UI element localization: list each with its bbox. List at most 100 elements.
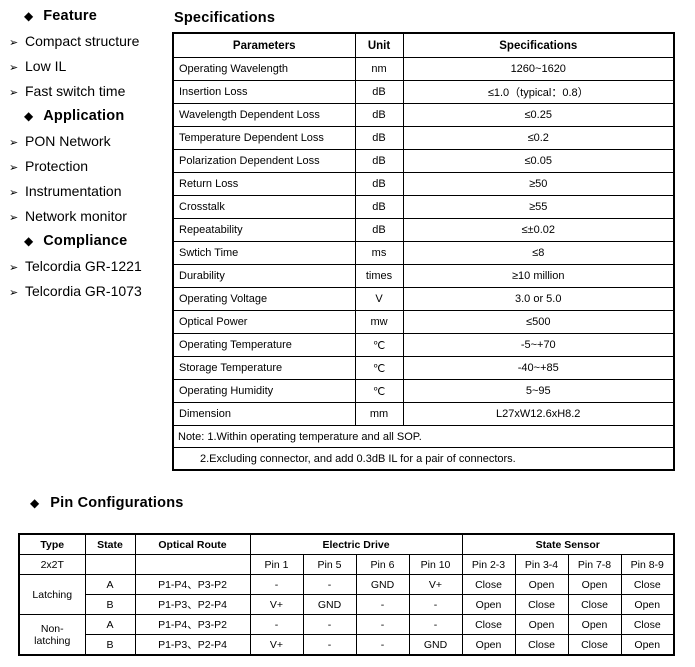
table-row: Operating Temperature ℃ -5~+70 (172, 333, 675, 357)
column-header-pin-7-8: Pin 7-8 (567, 554, 622, 575)
arrow-bullet-icon: ➢ (9, 37, 19, 49)
cell-drive-pin-6: - (355, 594, 410, 615)
diamond-icon: ◆ (24, 109, 34, 123)
table-row: Storage Temperature ℃ -40~+85 (172, 356, 675, 380)
cell-unit: ms (354, 241, 404, 265)
table-row: Operating Humidity ℃ 5~95 (172, 379, 675, 403)
table-header-row: Type State Optical Route Electric Drive … (18, 533, 675, 555)
cell-unit: dB (354, 126, 404, 150)
column-header-optical-route: Optical Route (134, 533, 251, 555)
cell-parameter: Operating Wavelength (172, 57, 356, 81)
cell-value: L27xW12.6xH8.2 (402, 402, 675, 426)
diamond-icon: ◆ (24, 234, 34, 248)
list-item: ➢ Fast switch time (0, 83, 168, 99)
column-header-pin-10: Pin 10 (408, 554, 463, 575)
list-item-label: Telcordia GR-1073 (25, 283, 142, 299)
cell-sensor-pin-3-4: Close (514, 594, 569, 615)
list-item: ➢ Protection (0, 158, 168, 174)
list-item: ➢ Instrumentation (0, 183, 168, 199)
arrow-bullet-icon: ➢ (9, 187, 19, 199)
cell-route-blank (134, 554, 251, 575)
cell-optical-route: P1-P4、P3-P2 (134, 614, 251, 635)
cell-unit: dB (354, 103, 404, 127)
list-item-label: Protection (25, 158, 89, 174)
cell-sensor-pin-2-3: Open (461, 594, 516, 615)
cell-sensor-pin-3-4: Open (514, 574, 569, 595)
cell-parameter: Operating Voltage (172, 287, 356, 311)
cell-unit: ℃ (354, 379, 404, 403)
table-row: Insertion Loss dB ≤1.0（typical：0.8） (172, 80, 675, 104)
table-row: Crosstalk dB ≥55 (172, 195, 675, 219)
cell-drive-pin-6: - (355, 614, 410, 635)
cell-value: ≤0.25 (402, 103, 675, 127)
cell-optical-route: P1-P3、P2-P4 (134, 634, 251, 656)
cell-sensor-pin-3-4: Close (514, 634, 569, 656)
cell-type-non-latching: Non-latching (18, 614, 86, 656)
arrow-bullet-icon: ➢ (9, 137, 19, 149)
cell-sensor-pin-8-9: Close (620, 614, 675, 635)
cell-unit: ℃ (354, 356, 404, 380)
cell-sensor-pin-7-8: Close (567, 594, 622, 615)
table-row: Wavelength Dependent Loss dB ≤0.25 (172, 103, 675, 127)
cell-unit: nm (354, 57, 404, 81)
cell-sensor-pin-7-8: Open (567, 574, 622, 595)
cell-value: ≤500 (402, 310, 675, 334)
column-header-type: Type (18, 533, 86, 555)
cell-state: B (84, 594, 136, 615)
table-row: Operating Voltage V 3.0 or 5.0 (172, 287, 675, 311)
cell-unit: times (354, 264, 404, 288)
table-row: Swtich Time ms ≤8 (172, 241, 675, 265)
cell-type-value: 2x2T (18, 554, 86, 575)
cell-sensor-pin-8-9: Open (620, 634, 675, 656)
cell-value: 1260~1620 (402, 57, 675, 81)
column-header-pin-8-9: Pin 8-9 (620, 554, 675, 575)
cell-drive-pin-5: GND (302, 594, 357, 615)
list-item: ➢ Low IL (0, 58, 168, 74)
list-item-label: Instrumentation (25, 183, 122, 199)
list-item: ➢ PON Network (0, 133, 168, 149)
cell-parameter: Wavelength Dependent Loss (172, 103, 356, 127)
cell-type-latching: Latching (18, 574, 86, 615)
cell-drive-pin-10: - (408, 594, 463, 615)
table-row: Latching A P1-P4、P3-P2 - - GND V+ Close … (18, 574, 675, 615)
table-row: Temperature Dependent Loss dB ≤0.2 (172, 126, 675, 150)
arrow-bullet-icon: ➢ (9, 62, 19, 74)
cell-drive-pin-6: - (355, 634, 410, 656)
cell-drive-pin-1: V+ (249, 594, 304, 615)
section-heading-label: Feature (43, 8, 98, 24)
cell-value: ≥55 (402, 195, 675, 219)
table-row: Optical Power mw ≤500 (172, 310, 675, 334)
list-item-label: Compact structure (25, 33, 140, 49)
list-item: ➢ Compact structure (0, 33, 168, 49)
cell-parameter: Crosstalk (172, 195, 356, 219)
cell-drive-pin-1: - (249, 574, 304, 595)
cell-value: ≤±0.02 (402, 218, 675, 242)
section-heading-feature: ◆ Feature (0, 8, 168, 24)
cell-parameter: Durability (172, 264, 356, 288)
table-subheader-row: 2x2T Pin 1 Pin 5 Pin 6 Pin 10 Pin 2-3 Pi… (18, 554, 675, 575)
pin-configurations-section: ◆ Pin Configurations Type State Optical … (18, 495, 676, 656)
arrow-bullet-icon: ➢ (9, 262, 19, 274)
cell-drive-pin-5: - (302, 634, 357, 656)
specifications-title: Specifications (174, 10, 276, 26)
feature-list-column: ◆ Feature ➢ Compact structure ➢ Low IL ➢… (0, 8, 168, 308)
cell-drive-pin-5: - (302, 614, 357, 635)
cell-state-blank (84, 554, 136, 575)
cell-parameter: Polarization Dependent Loss (172, 149, 356, 173)
arrow-bullet-icon: ➢ (9, 287, 19, 299)
list-item-label: PON Network (25, 133, 111, 149)
cell-sensor-pin-7-8: Close (567, 634, 622, 656)
cell-drive-pin-10: GND (408, 634, 463, 656)
cell-sensor-pin-8-9: Open (620, 594, 675, 615)
cell-unit: ℃ (354, 333, 404, 357)
cell-sensor-pin-2-3: Close (461, 574, 516, 595)
list-item: ➢ Network monitor (0, 208, 168, 224)
table-row: Polarization Dependent Loss dB ≤0.05 (172, 149, 675, 173)
cell-value: ≤1.0（typical：0.8） (402, 80, 675, 104)
cell-sensor-pin-2-3: Close (461, 614, 516, 635)
cell-drive-pin-1: V+ (249, 634, 304, 656)
column-header-pin-2-3: Pin 2-3 (461, 554, 516, 575)
table-row: B P1-P3、P2-P4 V+ - - GND Open Close Clos… (19, 634, 675, 656)
column-header-state-sensor: State Sensor (461, 533, 675, 555)
table-row: B P1-P3、P2-P4 V+ GND - - Open Close Clos… (19, 594, 675, 615)
